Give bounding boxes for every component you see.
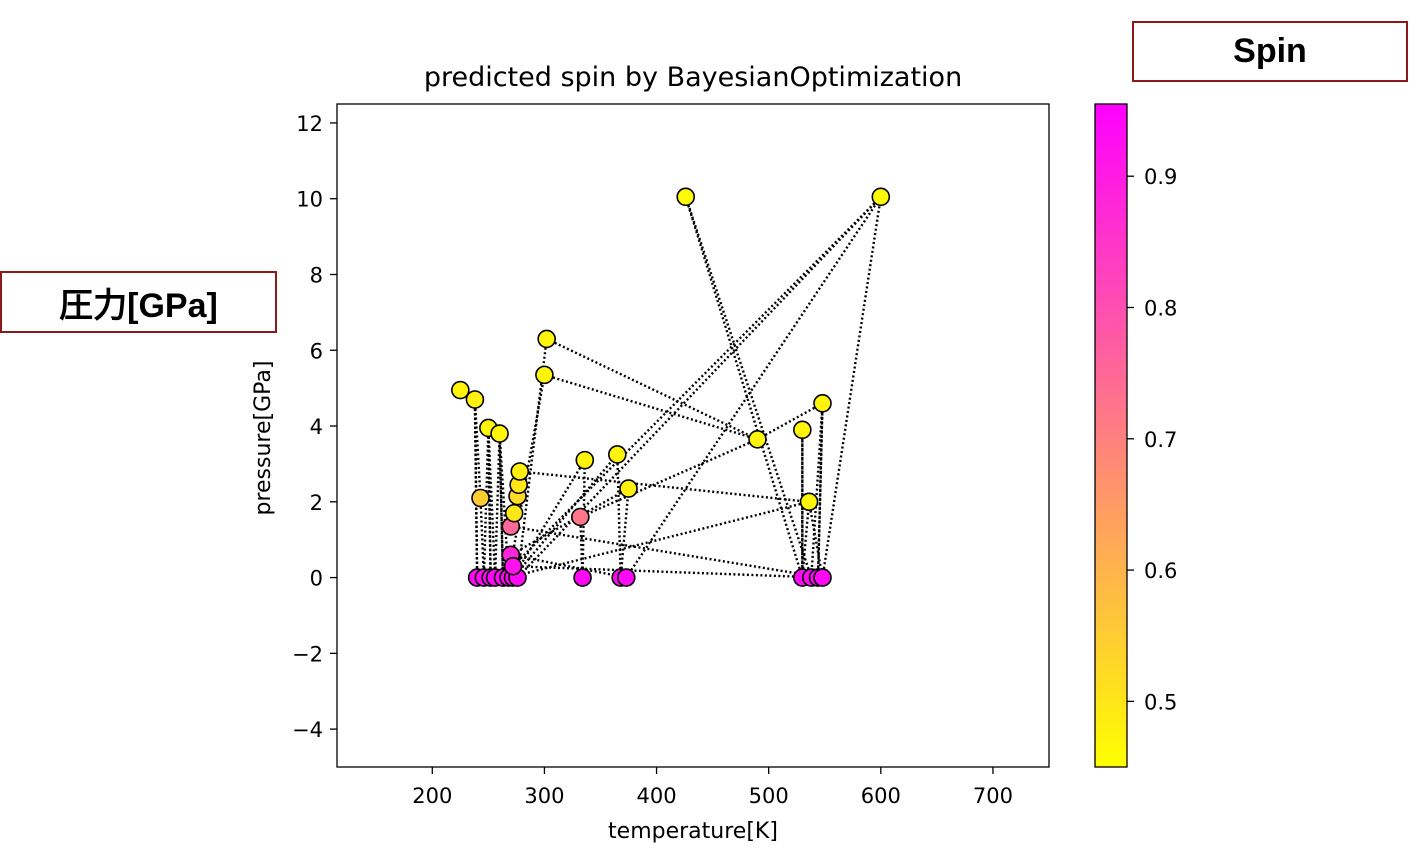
data-point — [608, 445, 627, 464]
data-point — [813, 393, 832, 413]
data-point — [571, 507, 590, 527]
path-segment — [579, 438, 758, 519]
path-segment — [498, 433, 510, 578]
colorbar-tick-label: 0.8 — [1144, 296, 1177, 320]
pressure-annotation-text: 圧力[GPa] — [59, 286, 218, 325]
data-point — [799, 492, 819, 512]
path-segment — [619, 488, 630, 578]
data-point — [503, 556, 523, 576]
data-point — [537, 329, 556, 349]
path-segment — [544, 373, 758, 441]
sampling-path — [459, 195, 882, 579]
x-tick-label: 600 — [861, 784, 901, 808]
path-segment — [512, 565, 823, 579]
spin-annotation-box: Spin — [1132, 21, 1408, 82]
data-point — [504, 503, 524, 523]
data-point — [748, 429, 767, 449]
y-tick-label: −4 — [292, 718, 323, 742]
data-point — [490, 424, 509, 443]
data-point — [465, 390, 485, 409]
data-point — [676, 187, 696, 207]
data-point — [535, 365, 554, 385]
x-tick-label: 500 — [749, 784, 789, 808]
path-segment — [821, 196, 882, 578]
spin-annotation-text: Spin — [1233, 32, 1307, 70]
y-tick-label: 8 — [310, 263, 323, 287]
colorbar-tick-label: 0.6 — [1144, 559, 1177, 583]
path-segment — [801, 501, 811, 578]
chart-title: predicted spin by BayesianOptimization — [424, 62, 962, 93]
data-point — [793, 420, 812, 440]
path-segment — [756, 402, 824, 441]
y-tick-label: 12 — [296, 112, 323, 136]
y-tick-label: 0 — [310, 567, 323, 591]
path-segment — [510, 553, 627, 579]
path-segment — [519, 470, 810, 503]
y-tick-label: 10 — [296, 188, 323, 212]
x-tick-label: 700 — [973, 784, 1013, 808]
data-point — [471, 488, 490, 508]
x-tick-label: 200 — [412, 784, 452, 808]
data-point — [575, 450, 595, 470]
pressure-annotation-box: 圧力[GPa] — [0, 271, 277, 333]
y-tick-label: 2 — [310, 491, 323, 515]
y-tick-label: 4 — [310, 415, 323, 439]
path-segment — [493, 433, 501, 578]
x-tick-label: 300 — [524, 784, 564, 808]
colorbar-tick-label: 0.7 — [1144, 428, 1177, 452]
path-segment — [508, 500, 810, 579]
path-segment — [546, 337, 758, 441]
path-segment — [512, 195, 882, 568]
data-point — [451, 380, 470, 400]
path-segment — [816, 403, 824, 578]
colorbar-ticks: 0.5 0.6 0.7 0.8 0.9 — [1127, 165, 1177, 714]
data-point — [616, 568, 636, 587]
path-segment — [810, 403, 824, 578]
path-segment — [512, 459, 586, 579]
path-segment — [507, 374, 546, 578]
data-point — [619, 479, 638, 498]
data-point — [813, 568, 832, 587]
data-point — [871, 187, 891, 207]
y-tick-label: −2 — [292, 642, 323, 666]
x-tick-label: 400 — [637, 784, 677, 808]
x-axis-label: temperature[K] — [608, 819, 778, 844]
y-axis-label: pressure[GPa] — [251, 361, 276, 516]
colorbar-tick-label: 0.9 — [1144, 165, 1177, 189]
data-points — [451, 187, 891, 587]
colorbar-tick-label: 0.5 — [1144, 690, 1177, 714]
path-segment — [510, 487, 630, 556]
path-segment — [510, 525, 823, 579]
path-segment — [684, 196, 813, 578]
colorbar — [1094, 103, 1128, 768]
path-segment — [684, 196, 804, 578]
path-segment — [807, 501, 824, 578]
plot-area — [336, 103, 1050, 768]
x-axis-ticks: 200 300 400 500 600 700 — [412, 767, 1013, 808]
y-axis-ticks: −4 −2 0 2 4 6 8 10 12 — [292, 112, 337, 742]
path-segment — [473, 399, 482, 499]
data-point — [573, 568, 592, 587]
y-tick-label: 6 — [310, 339, 323, 363]
data-point — [510, 462, 530, 481]
